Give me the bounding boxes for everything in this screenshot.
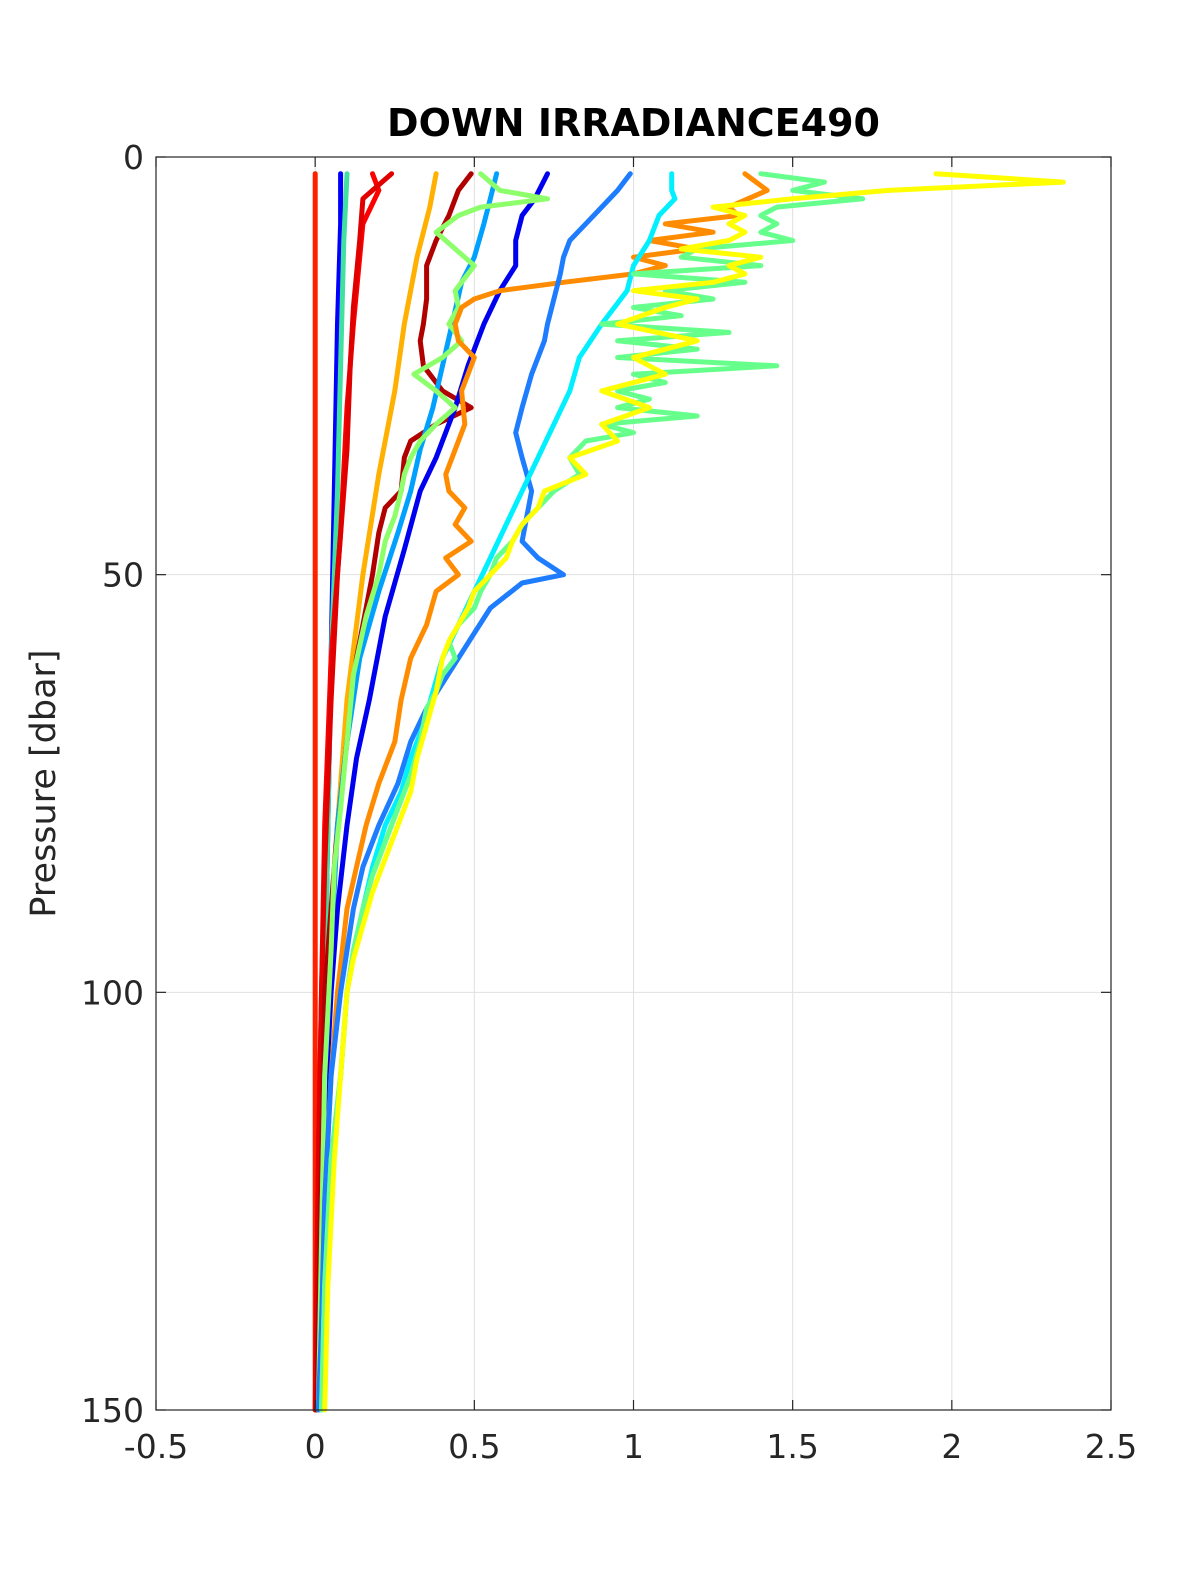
- y-tick-label-1: 50: [102, 556, 144, 595]
- x-tick-label-4: 1.5: [766, 1427, 818, 1466]
- y-tick-label-2: 100: [81, 973, 144, 1012]
- chart-title: DOWN IRRADIANCE490: [387, 101, 880, 145]
- x-tick-label-2: 0.5: [448, 1427, 500, 1466]
- series-line-14: [322, 171, 1066, 1413]
- x-tick-label-0: -0.5: [124, 1427, 188, 1466]
- series-line-4: [312, 171, 395, 1413]
- series-line-11: [315, 171, 633, 1413]
- x-tick-label-1: 0: [305, 1427, 326, 1466]
- series-layer: [312, 171, 1066, 1413]
- y-tick-label-0: 0: [123, 138, 144, 177]
- series-line-9: [315, 171, 550, 1413]
- series-line-8: [315, 171, 550, 1413]
- x-tick-label-6: 2.5: [1085, 1427, 1137, 1466]
- axis-ticks: -0.5 0 0.5 1 1.5 2 2.5 0 50 100 150: [81, 138, 1137, 1466]
- x-tick-label-5: 2: [941, 1427, 962, 1466]
- x-tick-label-3: 1: [623, 1427, 644, 1466]
- y-tick-label-3: 150: [81, 1391, 144, 1430]
- y-axis-title: Pressure [dbar]: [24, 649, 64, 917]
